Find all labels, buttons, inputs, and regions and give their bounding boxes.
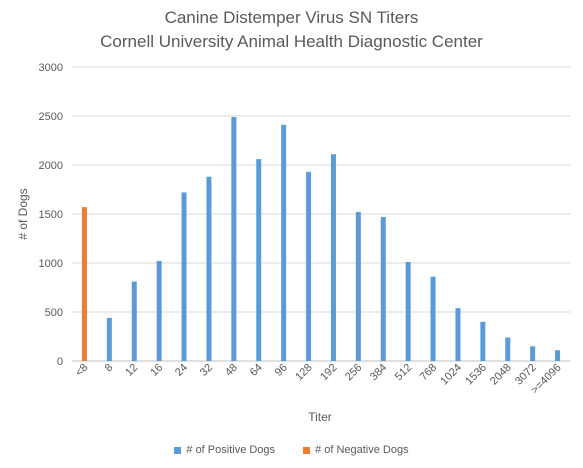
legend: # of Positive Dogs # of Negative Dogs xyxy=(0,444,583,456)
bar-positive xyxy=(156,261,162,361)
x-axis-ticks: <8 8 12 16 24 32 48 64 96 128 192 256 384 512 768 1024 1… xyxy=(73,362,563,397)
gridlines xyxy=(72,66,570,362)
chart-subtitle: Cornell University Animal Health Diagnos… xyxy=(100,32,483,51)
legend-swatch-positive xyxy=(174,446,182,454)
x-tick-label: 8 xyxy=(103,362,116,375)
y-tick-label: 1500 xyxy=(39,209,63,221)
bar-positive xyxy=(455,308,461,361)
y-axis-label: # of Dogs xyxy=(16,188,30,239)
bar-positive xyxy=(206,176,212,361)
x-tick-label: 768 xyxy=(418,362,439,383)
y-tick-label: 1000 xyxy=(39,258,63,270)
y-tick-label: 3000 xyxy=(39,62,63,74)
x-tick-label: 512 xyxy=(393,362,414,383)
bar-positive xyxy=(281,124,287,361)
bar-positive xyxy=(405,262,411,361)
x-tick-label: 24 xyxy=(173,362,190,379)
bar-positive xyxy=(306,171,312,361)
plot-area: 0 500 1000 1500 2000 2500 3000 <8 8 12 16 24 32 48 64… xyxy=(16,62,570,424)
x-tick-label: 384 xyxy=(368,362,389,383)
x-tick-label: 32 xyxy=(198,362,215,379)
bar-positive xyxy=(555,350,561,361)
legend-label-positive: # of Positive Dogs xyxy=(186,444,276,456)
legend-label-negative: # of Negative Dogs xyxy=(315,444,409,456)
x-tick-label: 2048 xyxy=(488,362,514,388)
y-axis-ticks: 0 500 1000 1500 2000 2500 3000 xyxy=(39,62,63,368)
bar-positive xyxy=(480,321,486,361)
y-tick-label: 500 xyxy=(45,307,63,319)
x-tick-label: 256 xyxy=(343,362,364,383)
bar-positive xyxy=(355,212,361,361)
x-tick-label: 128 xyxy=(293,362,314,383)
y-tick-label: 0 xyxy=(57,356,63,368)
bar-positive xyxy=(330,154,336,361)
bar-positive xyxy=(231,116,237,361)
legend-item-negative: # of Negative Dogs xyxy=(303,444,409,456)
bar-negative xyxy=(81,207,87,361)
x-tick-label: 96 xyxy=(273,362,290,379)
bar-positive xyxy=(505,337,511,361)
y-tick-label: 2000 xyxy=(39,160,63,172)
bar-positive xyxy=(256,159,262,361)
legend-item-positive: # of Positive Dogs xyxy=(174,444,275,456)
y-tick-label: 2500 xyxy=(39,111,63,123)
x-axis-label: Titer xyxy=(308,410,332,424)
x-tick-label: <8 xyxy=(73,362,90,379)
x-tick-label: 1536 xyxy=(463,362,489,388)
bar-positive xyxy=(380,216,386,361)
x-tick-label: 16 xyxy=(148,362,165,379)
bar-positive xyxy=(106,317,112,361)
bar-positive xyxy=(430,276,436,361)
bar-positive xyxy=(131,281,137,361)
x-tick-label: 1024 xyxy=(438,362,464,388)
chart-title: Canine Distemper Virus SN Titers xyxy=(164,8,419,27)
x-tick-label: 12 xyxy=(123,362,140,379)
x-tick-label: 64 xyxy=(248,362,265,379)
x-tick-label: 48 xyxy=(223,362,240,379)
legend-swatch-negative xyxy=(303,446,311,454)
bar-positive xyxy=(181,192,187,361)
bars xyxy=(81,116,561,361)
x-tick-label: 192 xyxy=(318,362,339,383)
bar-positive xyxy=(530,346,536,361)
